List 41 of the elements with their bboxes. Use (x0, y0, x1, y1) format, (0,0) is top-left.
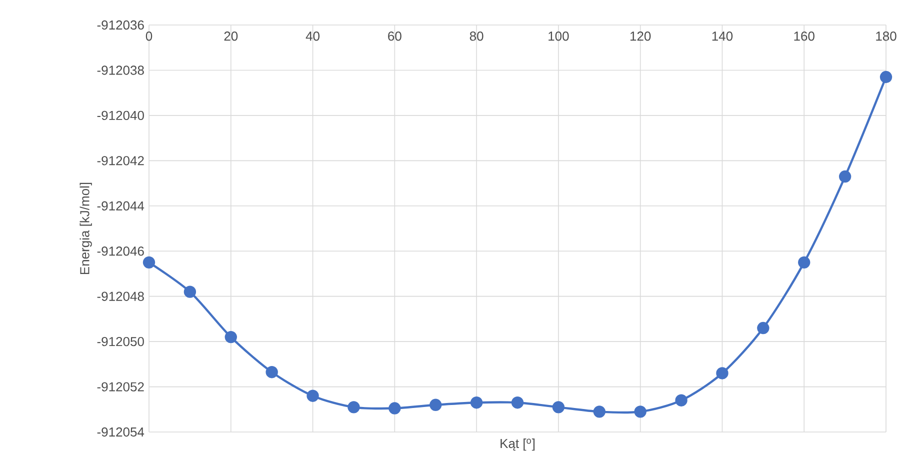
point (142, 256, 156, 269)
point (306, 390, 319, 402)
x-tick-label: 160 (794, 32, 814, 41)
y-tick-label: -912050 (97, 336, 144, 346)
y-tick-label: -912046 (97, 246, 144, 256)
point (470, 396, 483, 409)
x-tick-label: 100 (548, 32, 569, 41)
x-axis-title: Kąt [$^{o}$] (500, 438, 535, 451)
y-axis-title: Energia [kJ/mol] (80, 182, 92, 274)
x-tick-label: 140 (712, 32, 733, 41)
y-tick-label: -912040 (97, 110, 144, 120)
point (716, 367, 728, 380)
y-tick-label: -912038 (97, 66, 144, 75)
point (798, 256, 810, 269)
point (880, 70, 892, 84)
x-tick-label: 0 (146, 32, 152, 41)
x-tick-label: 180 (876, 32, 896, 41)
point (634, 406, 646, 418)
x-tick-label: 60 (388, 32, 402, 41)
point (757, 322, 770, 334)
point (184, 286, 196, 298)
point (838, 170, 852, 183)
y-tick-label: -912044 (97, 201, 144, 211)
point (430, 398, 442, 411)
point (348, 401, 360, 414)
x-tick-label: 40 (306, 32, 320, 41)
point (675, 394, 688, 406)
point (388, 402, 401, 414)
point (552, 401, 565, 414)
y-tick-label: -912052 (97, 382, 144, 392)
y-tick-label: -912048 (97, 292, 144, 301)
y-tick-label: -912042 (97, 156, 144, 166)
x-tick-label: 80 (470, 32, 484, 41)
y-tick-label: -912036 (97, 20, 144, 30)
y-tick-label: -912054 (97, 427, 144, 437)
point (593, 406, 606, 418)
point (511, 396, 524, 409)
x-tick-label: 20 (224, 32, 238, 41)
point (224, 330, 237, 344)
x-tick-label: 120 (630, 32, 651, 41)
point (266, 366, 278, 378)
